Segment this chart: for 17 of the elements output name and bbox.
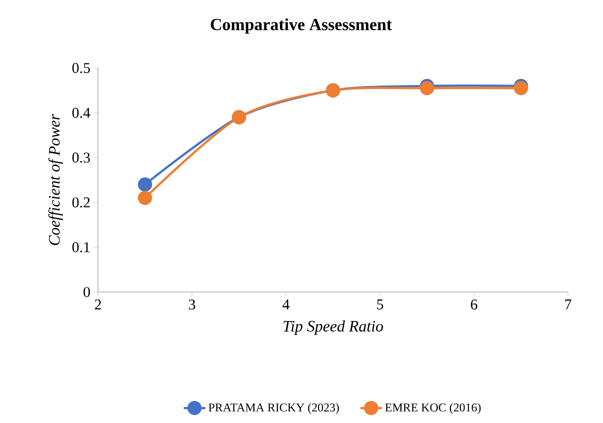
chart-title: Comparative Assessment (210, 18, 392, 34)
y-tick-label: 0.2 (72, 197, 90, 208)
x-tick-label: 4 (282, 300, 290, 310)
x-tick-label: 2 (94, 300, 101, 310)
y-tick-label: 0.3 (72, 152, 90, 163)
x-tick-label: 3 (188, 300, 196, 310)
y-tick-label: 0.1 (72, 242, 90, 252)
legend-label: PRATAMA RICKY (2023) (208, 403, 339, 414)
x-tick-label: 5 (377, 300, 384, 310)
x-tick-label: 7 (565, 300, 572, 310)
y-tick-label: 0.4 (72, 108, 90, 118)
y-axis-title: Coefficient of Power (48, 114, 63, 246)
y-tick-label: 0 (84, 286, 90, 298)
x-tick-label: 6 (470, 300, 478, 310)
x-axis-title: Tip Speed Ratio (284, 320, 384, 335)
y-tick-label: 0.5 (72, 62, 90, 74)
legend-label: EMRE KOC (2016) (385, 403, 481, 414)
